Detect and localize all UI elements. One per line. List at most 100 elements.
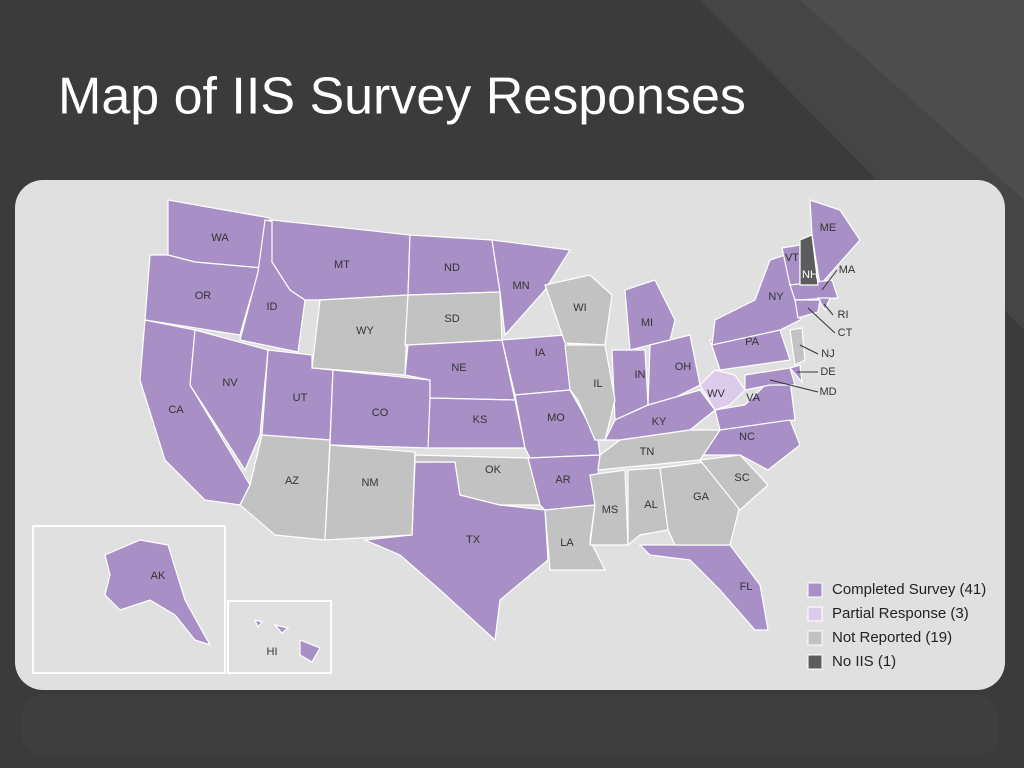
callout-line xyxy=(769,379,819,393)
state xyxy=(589,469,629,546)
state-label: ND xyxy=(444,262,460,274)
state xyxy=(273,623,290,634)
state xyxy=(788,364,803,384)
state-label: NJ xyxy=(821,348,834,360)
state xyxy=(597,429,722,471)
state-label: TX xyxy=(466,534,481,546)
state xyxy=(698,454,769,511)
state-label: AK xyxy=(151,570,166,582)
state-label: LA xyxy=(560,537,574,549)
state-label: SD xyxy=(444,313,459,325)
state-label: FL xyxy=(740,581,753,593)
state xyxy=(638,544,769,631)
state-label: NH xyxy=(802,269,818,281)
alaska-inset xyxy=(32,525,226,674)
state xyxy=(299,639,321,663)
state-label: KS xyxy=(473,414,488,426)
state xyxy=(564,344,616,441)
state xyxy=(544,274,613,346)
state-label: UT xyxy=(293,392,308,404)
state-label: ME xyxy=(820,222,837,234)
legend-swatch xyxy=(807,606,823,622)
state-label: MI xyxy=(641,317,653,329)
state xyxy=(794,299,821,319)
state-label: DE xyxy=(820,366,835,378)
callout-line xyxy=(821,269,838,291)
state xyxy=(104,539,212,647)
state xyxy=(311,294,409,376)
state-label: VA xyxy=(746,392,761,404)
reflection xyxy=(22,695,998,755)
state xyxy=(491,239,572,337)
state xyxy=(404,291,503,346)
state-label: AL xyxy=(644,499,657,511)
state xyxy=(414,454,541,506)
legend-swatch xyxy=(807,654,823,670)
state-label: MT xyxy=(334,259,350,271)
callout-line xyxy=(799,344,819,355)
legend-swatch xyxy=(807,630,823,646)
state-label: PA xyxy=(745,336,760,348)
state-label: NY xyxy=(768,291,784,303)
state-label: RI xyxy=(838,309,849,321)
callout-line xyxy=(823,303,834,316)
state xyxy=(799,234,819,286)
legend-label: No IIS (1) xyxy=(832,653,896,670)
background-shape xyxy=(800,0,1024,200)
state-label: GA xyxy=(693,491,710,503)
state-label: CT xyxy=(838,327,853,339)
state-label: IA xyxy=(535,347,546,359)
state-label: HI xyxy=(267,646,278,658)
state-label: SC xyxy=(734,472,749,484)
state-label: AZ xyxy=(285,475,299,487)
state-label: OK xyxy=(485,464,502,476)
state xyxy=(501,334,579,396)
legend-label: Completed Survey (41) xyxy=(832,581,986,598)
state-label: MO xyxy=(547,412,565,424)
slide-title: Map of IIS Survey Responses xyxy=(58,68,746,126)
state-label: WY xyxy=(356,325,374,337)
legend-label: Not Reported (19) xyxy=(832,629,952,646)
state-label: NC xyxy=(739,431,755,443)
state xyxy=(324,444,416,541)
legend: Completed Survey (41) Partial Response (3… xyxy=(807,581,986,670)
state xyxy=(544,504,606,571)
state xyxy=(744,367,796,391)
state-label: WI xyxy=(573,302,586,314)
state-label: CA xyxy=(168,404,184,416)
state-label: NV xyxy=(222,377,238,389)
state xyxy=(627,467,669,547)
state-label: OR xyxy=(195,290,212,302)
state xyxy=(789,327,806,366)
state-label: WV xyxy=(707,388,725,400)
state xyxy=(189,329,269,472)
state-label: OH xyxy=(675,361,692,373)
legend-swatch xyxy=(807,582,823,598)
state-label: IN xyxy=(635,369,646,381)
state-label: TN xyxy=(640,446,655,458)
callout-line xyxy=(807,307,836,334)
state-label: MN xyxy=(512,280,529,292)
state xyxy=(647,334,701,406)
states: WA OR CA ID MT NV UT CO ND NE KS TX MN IA MO AR MI IN OH KY… xyxy=(104,199,861,663)
state xyxy=(624,279,676,351)
legend-label: Partial Response (3) xyxy=(832,605,969,622)
state-label: VT xyxy=(785,252,799,264)
state xyxy=(809,199,861,287)
state-label: KY xyxy=(652,416,667,428)
state-label: WA xyxy=(211,232,229,244)
state-label: NM xyxy=(361,477,378,489)
state-label: IL xyxy=(593,378,602,390)
state-label: AR xyxy=(555,474,570,486)
hawaii-inset xyxy=(227,600,332,674)
state-label: NE xyxy=(451,362,466,374)
state-label: ID xyxy=(267,301,278,313)
state-label: CO xyxy=(372,407,389,419)
state-label: MS xyxy=(602,504,619,516)
state-label: MD xyxy=(819,386,836,398)
state xyxy=(253,619,264,629)
state xyxy=(239,434,331,541)
state-label: MA xyxy=(839,264,856,276)
state xyxy=(699,369,746,411)
